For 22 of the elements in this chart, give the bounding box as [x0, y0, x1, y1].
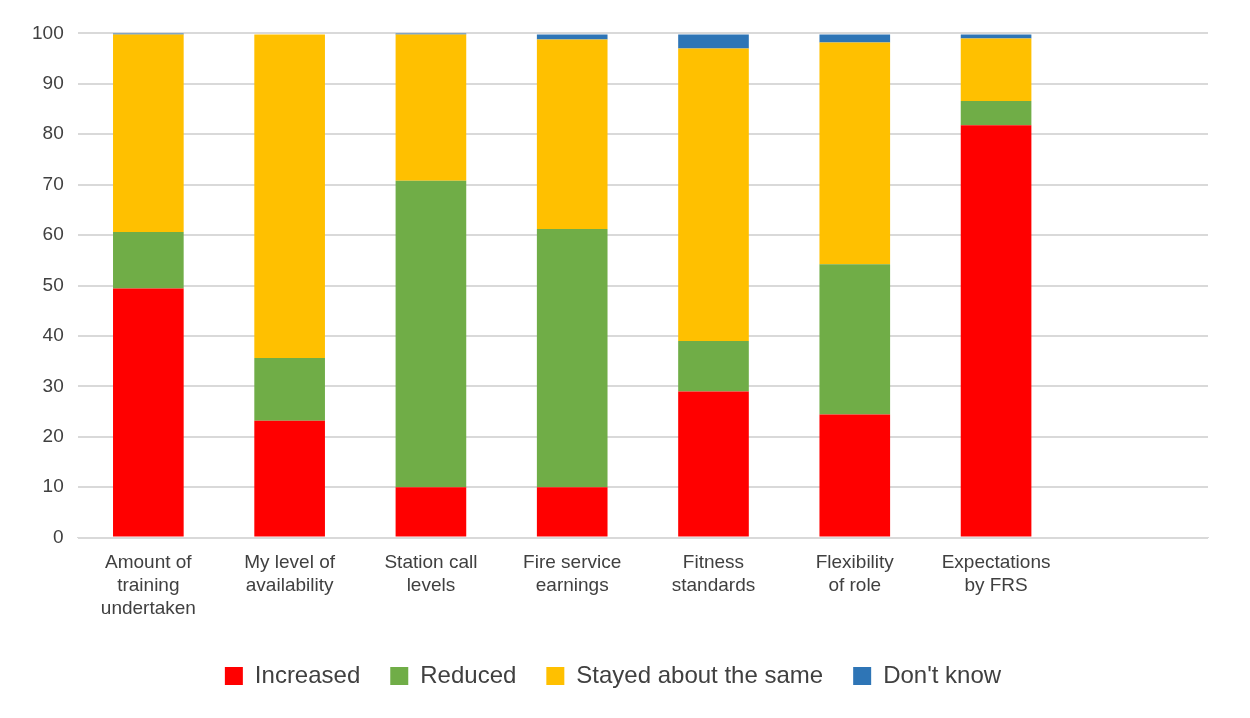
x-tick-label: Fire service earnings	[523, 551, 622, 596]
x-tick-label: Station call levels	[384, 551, 478, 596]
legend-label: Increased	[254, 660, 361, 688]
y-tick-label: 90	[42, 72, 64, 94]
x-tick-label: Flexibility of role	[815, 551, 895, 596]
y-tick-label: 30	[42, 374, 64, 396]
legend-label: Stayed about the same	[576, 660, 824, 688]
legend-label: Reduced	[420, 660, 517, 688]
x-tick-label: My level of availability	[244, 551, 336, 596]
y-tick-label: 20	[42, 424, 64, 446]
y-tick-label: 50	[42, 273, 64, 295]
y-tick-label: 40	[42, 324, 64, 346]
x-tick-label: Fitness standards	[671, 551, 756, 596]
x-tick-label: Expectations by FRS	[941, 551, 1051, 596]
y-tick-label: 0	[53, 525, 64, 547]
y-tick-label: 60	[42, 223, 64, 245]
y-tick-label: 80	[42, 122, 64, 144]
x-tick-label: Amount of training undertaken	[100, 551, 196, 618]
legend-label: Don't know	[883, 660, 1002, 688]
y-tick-label: 100	[32, 21, 64, 43]
y-tick-label: 70	[42, 172, 64, 194]
y-tick-label: 10	[42, 475, 64, 497]
